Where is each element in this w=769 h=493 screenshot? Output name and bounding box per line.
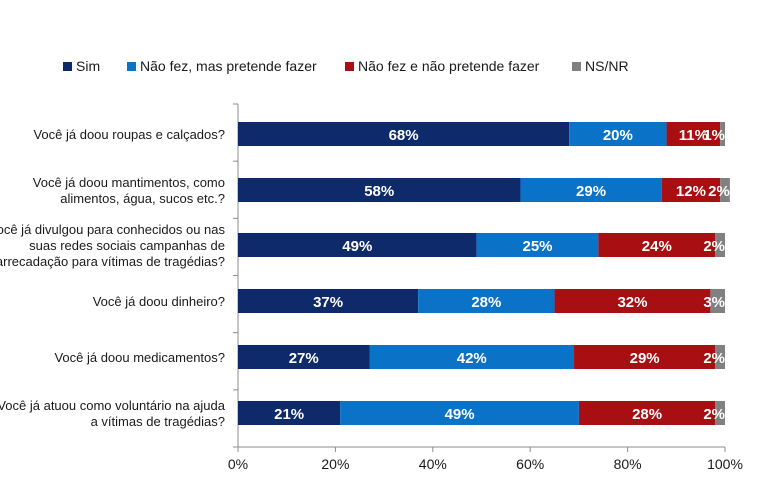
- legend-label-4: NS/NR: [585, 58, 629, 74]
- legend-swatch-2: [127, 62, 136, 71]
- x-tick-label: 20%: [321, 456, 349, 472]
- category-label-line: Você já divulgou para conhecidos ou nas: [0, 222, 225, 237]
- legend-label-2: Não fez, mas pretende fazer: [140, 58, 317, 74]
- bar-segment-row5-series3: [574, 345, 716, 369]
- x-tick-label: 100%: [707, 456, 743, 472]
- category-label-5: Você já doou medicamentos?: [54, 350, 225, 365]
- legend-label-1: Sim: [76, 58, 100, 74]
- category-label-line: Você já doou dinheiro?: [93, 294, 225, 309]
- bar-segment-row1-series3: [666, 122, 721, 146]
- data-label-row2-series1: 58%: [364, 183, 394, 200]
- category-label-4: Você já doou dinheiro?: [93, 294, 225, 309]
- data-label-row3-series3: 24%: [642, 238, 672, 255]
- data-label-row6-series1: 21%: [274, 406, 304, 423]
- bar-segment-row5-series1: [238, 345, 370, 369]
- x-tick-label: 60%: [516, 456, 544, 472]
- bar-segment-row1-series4: [720, 122, 725, 146]
- bar-segment-row3-series3: [598, 233, 716, 257]
- data-label-row5-series3: 29%: [630, 350, 660, 367]
- data-label-row6-series2: 49%: [445, 406, 475, 423]
- legend-swatch-4: [572, 62, 581, 71]
- data-label-row1-series1: 68%: [389, 127, 419, 144]
- data-label-row4-series4: 3%: [703, 294, 725, 311]
- legend-swatch-3: [345, 62, 354, 71]
- category-label-line: Você já doou roupas e calçados?: [33, 127, 225, 142]
- x-tick-label: 80%: [614, 456, 642, 472]
- data-label-row3-series4: 2%: [703, 238, 725, 255]
- bar-segment-row6-series3: [578, 401, 716, 425]
- bar-segment-row5-series4: [715, 345, 725, 369]
- category-label-line: alimentos, água, sucos etc.?: [60, 191, 225, 206]
- data-label-row4-series2: 28%: [471, 294, 501, 311]
- bar-segment-row2-series3: [661, 178, 721, 202]
- x-tick-label: 40%: [419, 456, 447, 472]
- legend-swatch-1: [63, 62, 72, 71]
- data-label-row5-series2: 42%: [457, 350, 487, 367]
- bar-segment-row2-series2: [520, 178, 662, 202]
- category-label-line: Você já doou medicamentos?: [54, 350, 225, 365]
- bar-segment-row4-series3: [554, 289, 711, 313]
- category-label-2: Você já doou mantimentos, como alimentos,…: [33, 175, 225, 206]
- data-label-row3-series2: 25%: [522, 238, 552, 255]
- category-label-line: arrecadação para vítimas de tragédias?: [0, 254, 225, 269]
- bar-segment-row6-series1: [238, 401, 341, 425]
- bar-segment-row4-series1: [238, 289, 419, 313]
- data-label-row3-series1: 49%: [342, 238, 372, 255]
- data-label-row1-series3: 11%: [679, 127, 708, 144]
- data-label-row5-series1: 27%: [289, 350, 319, 367]
- bar-segment-row4-series4: [710, 289, 725, 313]
- category-label-line: Você já atuou como voluntário na ajuda: [0, 398, 226, 413]
- category-label-3: Você já divulgou para conhecidos ou nas s…: [0, 222, 225, 269]
- data-label-row1-series4: 1%: [703, 127, 725, 144]
- bar-segment-row2-series1: [238, 178, 521, 202]
- category-label-1: Você já doou roupas e calçados?: [33, 127, 225, 142]
- data-label-row4-series3: 32%: [617, 294, 647, 311]
- bar-segment-row1-series2: [569, 122, 667, 146]
- data-label-row6-series3: 28%: [632, 406, 662, 423]
- bar-segment-row4-series2: [418, 289, 555, 313]
- bar-segment-row3-series2: [476, 233, 599, 257]
- data-label-row4-series1: 37%: [313, 294, 343, 311]
- bar-segment-row6-series4: [715, 401, 725, 425]
- category-label-line: a vítimas de tragédias?: [91, 414, 225, 429]
- bar-segment-row5-series2: [369, 345, 575, 369]
- category-label-line: suas redes sociais campanhas de: [29, 238, 225, 253]
- x-tick-label: 0%: [228, 456, 248, 472]
- data-label-row1-series2: 20%: [603, 127, 633, 144]
- bar-segment-row2-series4: [720, 178, 730, 202]
- data-label-row2-series3: 12%: [676, 183, 706, 200]
- data-label-row6-series4: 2%: [703, 406, 725, 423]
- bar-segment-row1-series1: [238, 122, 570, 146]
- data-label-row2-series2: 29%: [576, 183, 606, 200]
- data-label-row2-series4: 2%: [708, 183, 730, 200]
- bar-segment-row6-series2: [340, 401, 579, 425]
- data-label-row5-series4: 2%: [703, 350, 725, 367]
- category-label-6: Você já atuou como voluntário na ajuda a …: [0, 398, 226, 429]
- category-label-line: Você já doou mantimentos, como: [33, 175, 225, 190]
- bar-segment-row3-series1: [238, 233, 477, 257]
- bar-segment-row3-series4: [715, 233, 725, 257]
- legend-label-3: Não fez e não pretende fazer: [358, 58, 540, 74]
